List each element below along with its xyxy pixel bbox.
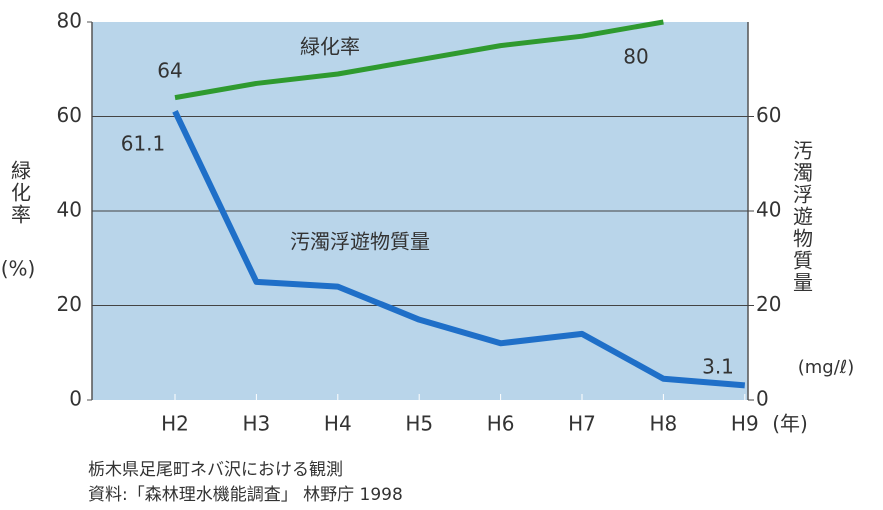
y-tick-label: 40 [57, 198, 82, 222]
y2-tick-label: 0 [756, 387, 769, 411]
series-line [172, 110, 746, 389]
y-tick-label: 80 [57, 9, 82, 33]
y2-axis-unit: (mg/ℓ) [798, 357, 855, 378]
series-label: 緑化率 [300, 35, 360, 59]
note: 資料:「森林理水機能調査」 林野庁 1998 [88, 485, 403, 505]
data-label: 80 [623, 45, 648, 69]
y-axis-unit: (%) [1, 257, 36, 281]
data-label: 61.1 [121, 132, 166, 156]
y2-tick-label: 40 [756, 198, 781, 222]
note: 栃木県足尾町ネバ沢における観測 [88, 460, 343, 480]
x-tick-label: H6 [487, 412, 515, 436]
y2-axis-label: 汚濁浮遊物質量 [790, 140, 814, 294]
data-label: 64 [157, 59, 182, 83]
x-tick-label: H7 [568, 412, 596, 436]
y-tick-label: 20 [57, 292, 82, 316]
x-tick-label: H4 [324, 412, 352, 436]
x-tick-label: H9 [731, 412, 759, 436]
y2-tick-label: 60 [756, 103, 781, 127]
x-axis-unit: (年) [772, 412, 808, 436]
x-tick-label: H2 [161, 412, 189, 436]
y-tick-label: 60 [57, 103, 82, 127]
series-label: 汚濁浮遊物質量 [290, 230, 430, 254]
data-label: 3.1 [702, 355, 734, 379]
x-tick-label: H5 [405, 412, 433, 436]
x-tick-label: H8 [650, 412, 678, 436]
series-line [174, 19, 664, 101]
y2-tick-label: 20 [756, 292, 781, 316]
y-tick-label: 0 [69, 387, 82, 411]
x-tick-label: H3 [243, 412, 271, 436]
y-axis-label: 緑化率 [8, 160, 32, 226]
